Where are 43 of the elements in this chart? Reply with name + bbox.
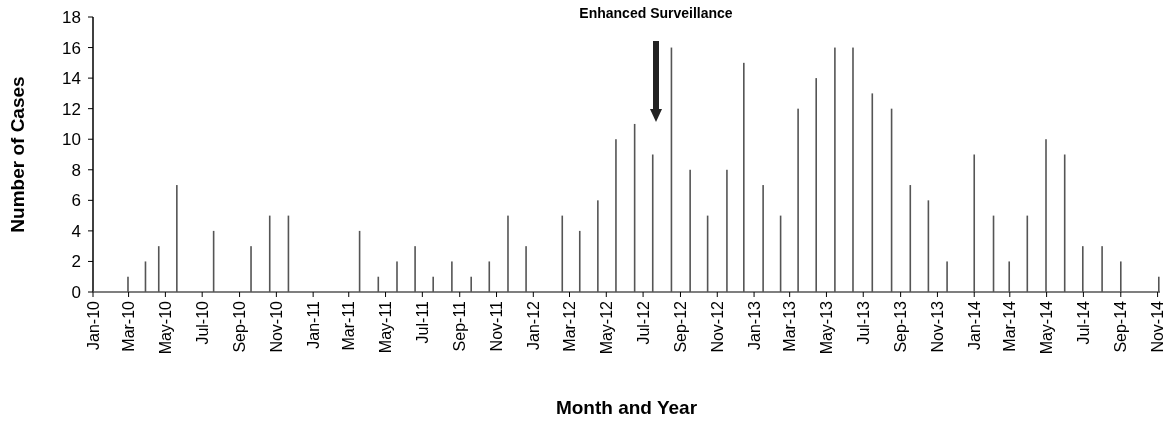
x-tick-label: Jul-12	[634, 300, 652, 345]
y-tick-label: 6	[71, 191, 81, 211]
x-tick-label: Mar-13	[781, 300, 799, 352]
x-tick-label: Jan-10	[84, 300, 102, 350]
y-tick-label: 4	[71, 221, 81, 241]
x-tick-label: May-10	[156, 300, 174, 355]
x-tick-label: Jul-11	[413, 300, 431, 344]
x-tick-label: Mar-12	[561, 300, 579, 352]
y-axis-title: Number of Cases	[7, 76, 28, 233]
x-tick-label: Jul-13	[854, 300, 872, 345]
y-tick-label: 16	[62, 38, 81, 58]
y-tick-label: 2	[71, 252, 81, 272]
x-tick-label: Nov-12	[708, 300, 726, 353]
x-tick-label: Sep-11	[451, 300, 469, 352]
y-tick-label: 10	[62, 130, 81, 150]
x-tick-label: Jul-14	[1075, 300, 1092, 345]
y-tick-label: 12	[62, 99, 81, 119]
x-tick-label: Sep-12	[672, 300, 690, 353]
x-tick-label: Jan-12	[524, 300, 542, 350]
x-tick-label: May-14	[1038, 300, 1056, 355]
y-tick-label: 14	[62, 69, 81, 89]
x-tick-label: Sep-14	[1112, 300, 1130, 353]
annotation: Enhanced Surveillance	[579, 5, 733, 21]
x-tick-label: Nov-11	[488, 300, 506, 352]
x-tick-label: Sep-10	[231, 300, 249, 353]
y-tick-label: 18	[62, 7, 81, 27]
x-tick-label: Sep-13	[892, 300, 910, 353]
x-tick-label: May-12	[597, 300, 615, 355]
x-tick-label: Mar-11	[340, 300, 358, 351]
x-tick-label: Nov-14	[1149, 300, 1167, 353]
x-tick-label: May-11	[377, 300, 395, 354]
x-tick-label: Mar-10	[120, 300, 138, 352]
x-tick-label: Jan-14	[965, 300, 983, 350]
x-tick-label: May-13	[818, 300, 836, 355]
x-tick-label: Jul-10	[193, 300, 211, 345]
x-tick-label: Mar-14	[1001, 300, 1019, 352]
x-tick-label: Nov-13	[929, 300, 947, 353]
x-tick-label: Nov-10	[267, 300, 285, 353]
x-tick-label: Jan-11	[304, 300, 322, 349]
y-tick-label: 0	[71, 282, 81, 302]
x-tick-label: Jan-13	[745, 300, 763, 350]
y-tick-label: 8	[71, 160, 81, 180]
x-axis-title: Month and Year	[555, 397, 698, 418]
